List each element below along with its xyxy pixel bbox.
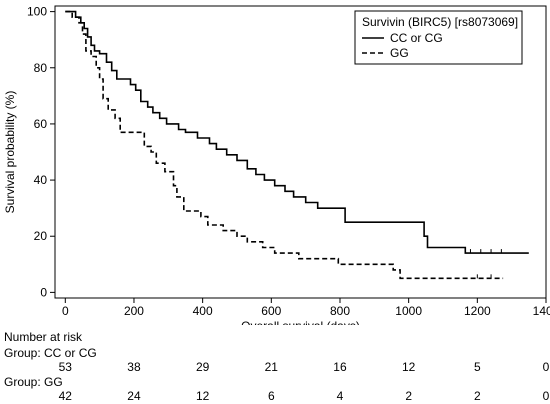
series-layer [65, 10, 529, 280]
risk-table-title: Number at risk [4, 330, 83, 344]
x-tick-label: 600 [261, 304, 281, 318]
x-tick-label: 400 [193, 304, 213, 318]
y-tick-label: 60 [34, 117, 48, 131]
risk-count: 29 [195, 360, 210, 374]
risk-count: 2 [473, 389, 481, 403]
plot-frame [54, 5, 547, 299]
risk-count: 42 [58, 389, 72, 403]
risk-count: 53 [58, 360, 72, 374]
risk-group-label-gg: Group: GG [4, 375, 63, 389]
risk-group-label-cc-cg: Group: CC or CG [4, 346, 97, 360]
y-tick-label: 80 [34, 61, 48, 75]
risk-count: 24 [127, 389, 141, 403]
risk-count: 5 [473, 360, 481, 374]
risk-count: 21 [264, 360, 278, 374]
risk-count: 4 [336, 389, 344, 403]
y-tick-label: 40 [34, 173, 48, 187]
y-tick-label: 20 [34, 229, 48, 243]
legend-label-cc-cg: CC or CG [390, 31, 443, 45]
y-axis-title: Survival probability (%) [3, 91, 17, 214]
x-tick-label: 1200 [464, 304, 491, 318]
legend-title: Survivin (BIRC5) [rs8073069] [362, 15, 518, 29]
risk-count: 16 [333, 360, 347, 374]
risk-count: 6 [267, 389, 275, 403]
risk-count: 12 [401, 360, 416, 374]
x-axis-title: Overall survival (days) [241, 319, 360, 325]
x-tick-label: 800 [330, 304, 350, 318]
risk-count: 0 [542, 360, 550, 374]
risk-count: 0 [542, 389, 550, 403]
legend-label-gg: GG [390, 46, 409, 60]
series-line-cc-cg [65, 10, 529, 254]
risk-count: 12 [195, 389, 210, 403]
x-tick-label: 1000 [395, 304, 422, 318]
x-tick-label: 200 [124, 304, 144, 318]
y-tick-label: 100 [27, 5, 47, 19]
y-tick-label: 0 [40, 285, 47, 299]
x-tick-label: 0 [62, 304, 69, 318]
risk-count: 2 [405, 389, 412, 403]
legend: Survivin (BIRC5) [rs8073069] CC or CG GG [354, 10, 523, 65]
risk-count: 38 [127, 360, 141, 374]
